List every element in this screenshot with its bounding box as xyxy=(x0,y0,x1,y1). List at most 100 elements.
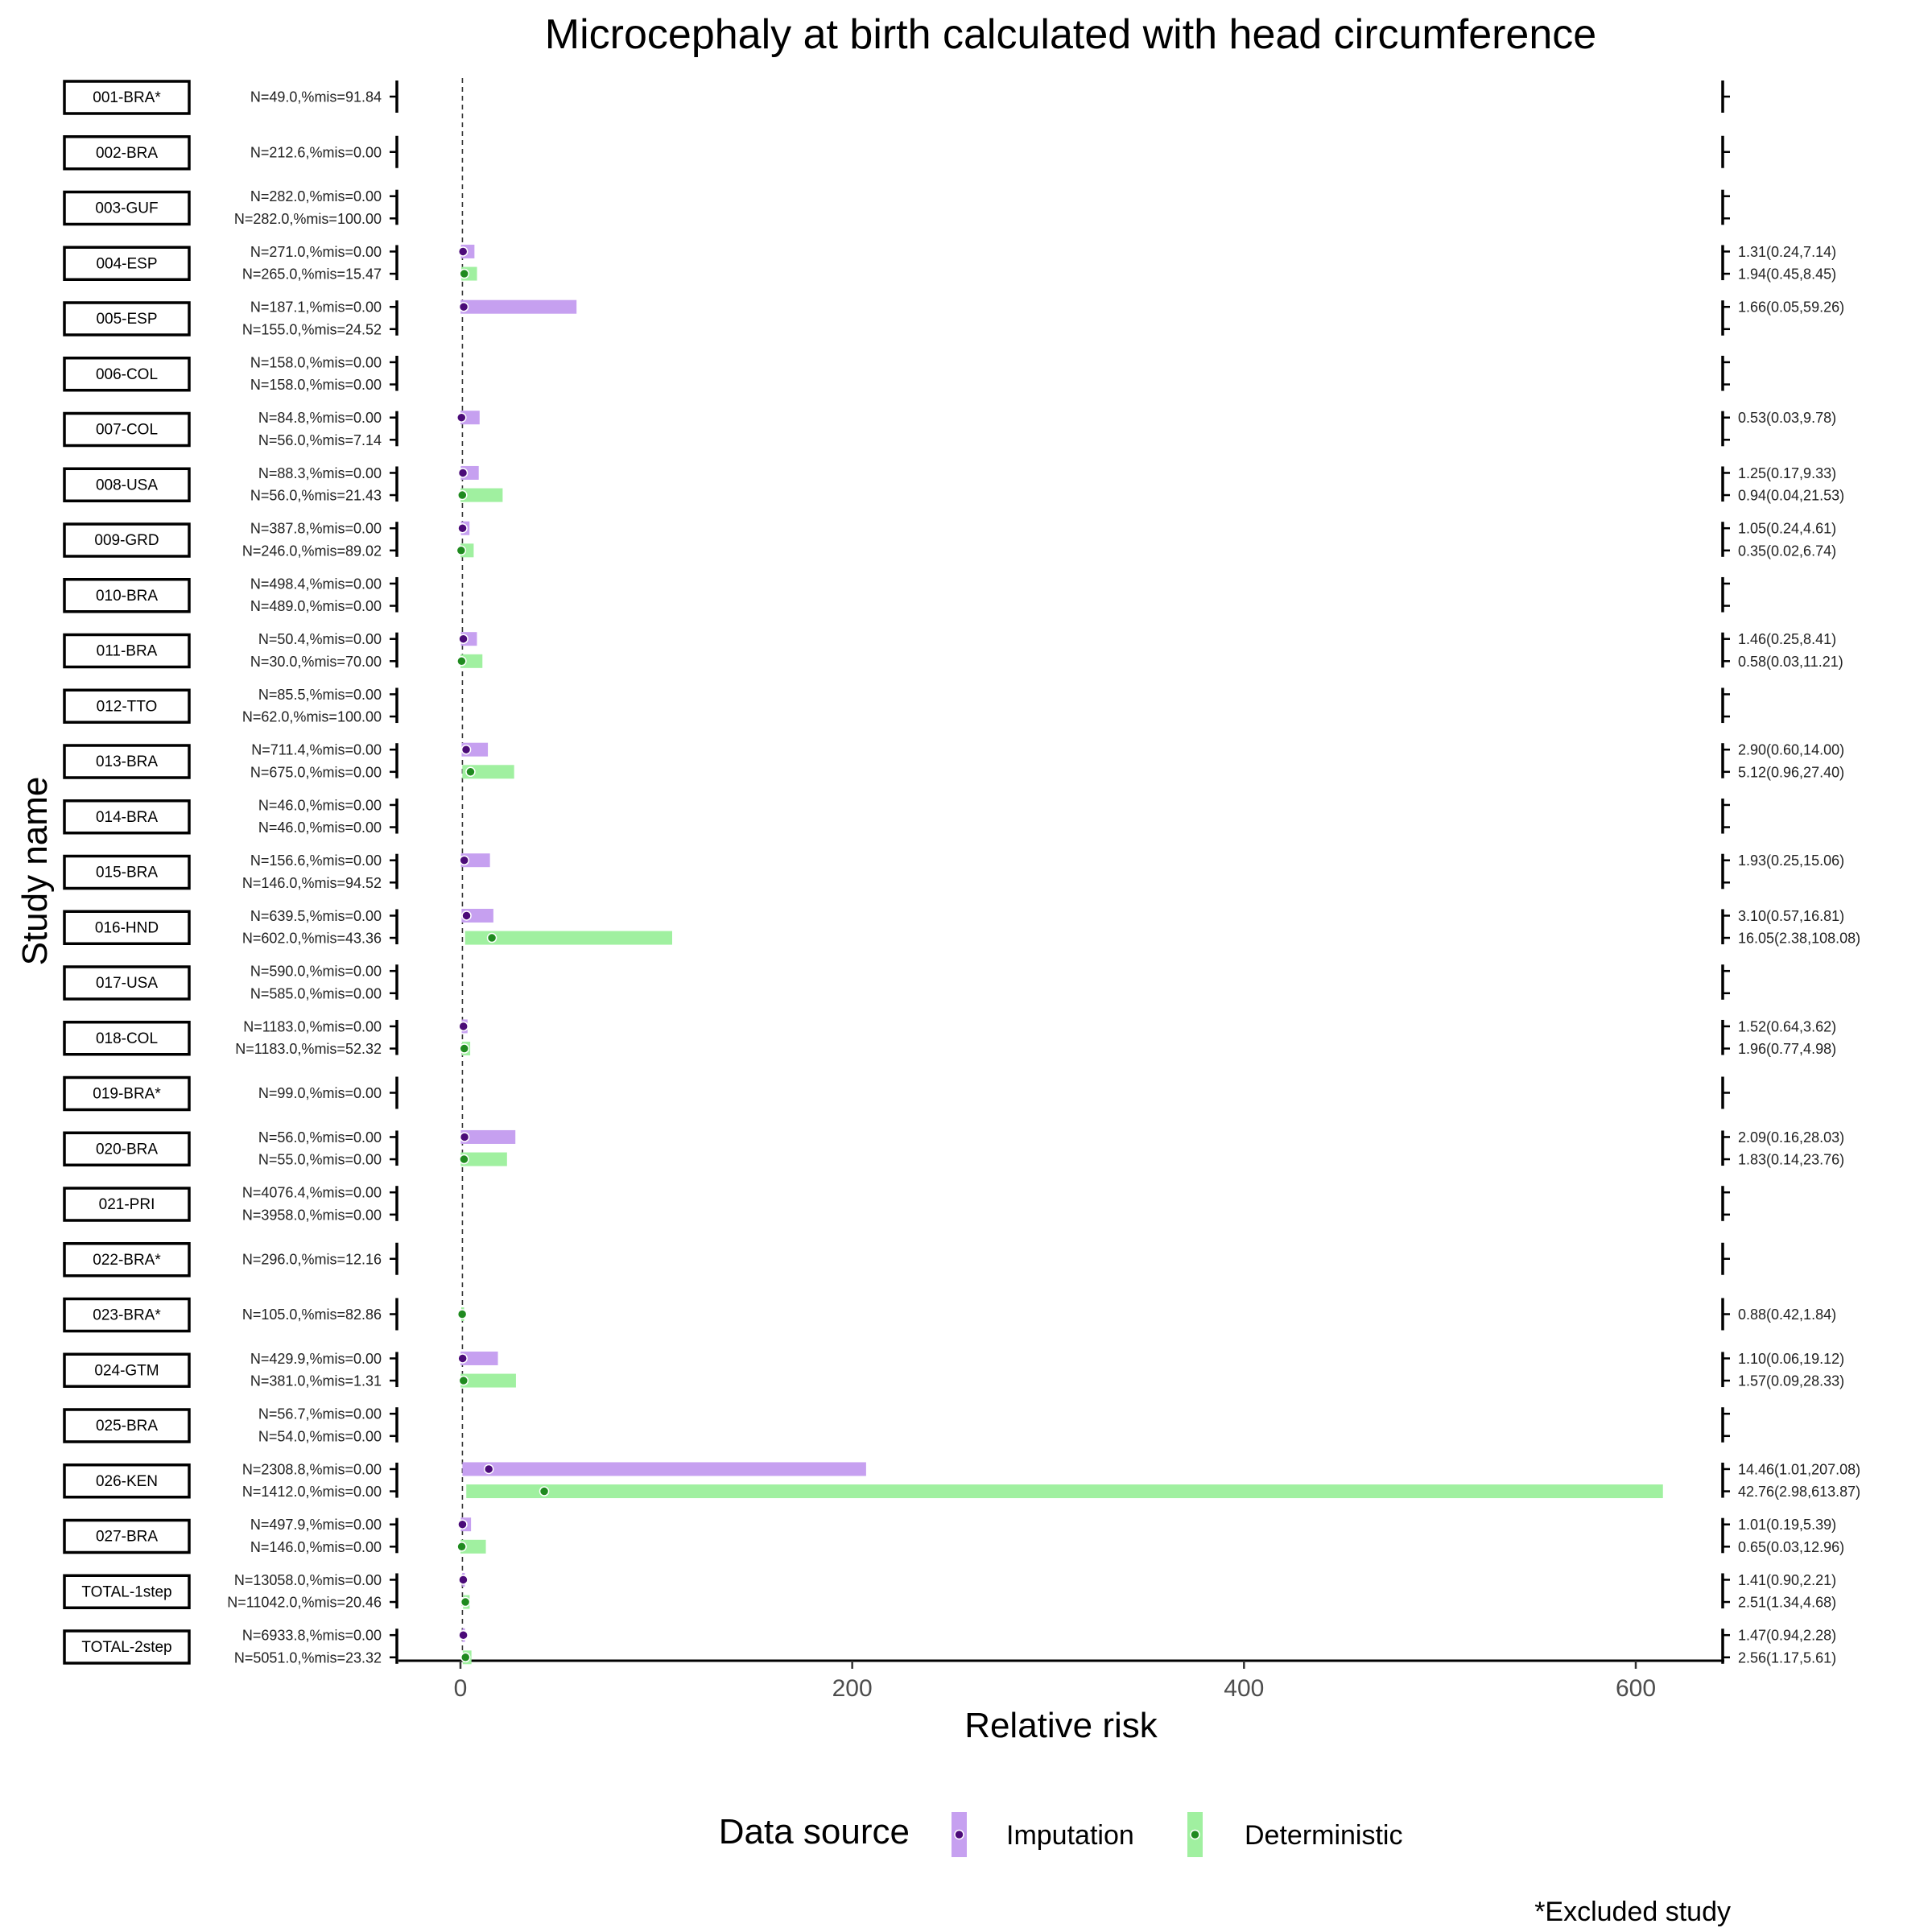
n-label: N=6933.8,%mis=0.00 xyxy=(242,1628,382,1644)
n-label: N=49.0,%mis=91.84 xyxy=(250,89,382,105)
study-label: TOTAL-2step xyxy=(81,1639,171,1656)
study-box xyxy=(63,1574,191,1609)
study-box xyxy=(63,578,191,613)
n-label: N=56.0,%mis=7.14 xyxy=(258,432,382,448)
study-box xyxy=(63,854,191,890)
point-estimate-deterministic xyxy=(486,932,497,943)
n-label: N=85.5,%mis=0.00 xyxy=(258,687,382,703)
point-estimate-imputation xyxy=(458,634,469,644)
n-label: N=155.0,%mis=24.52 xyxy=(242,321,382,337)
ci-bar-deterministic xyxy=(464,931,672,945)
study-label: 023-BRA* xyxy=(93,1307,161,1324)
point-estimate-deterministic xyxy=(460,1652,471,1663)
y-axis-title: Study name xyxy=(15,777,55,966)
ci-bar-imputation xyxy=(460,853,490,868)
study-box xyxy=(63,1242,191,1278)
ci-bar-deterministic xyxy=(460,488,503,502)
study-box xyxy=(63,190,191,226)
n-label: N=381.0,%mis=1.31 xyxy=(250,1373,382,1389)
ci-label: 2.90(0.60,14.00) xyxy=(1738,742,1844,758)
ci-bar-deterministic xyxy=(460,654,483,668)
study-box xyxy=(63,80,191,115)
n-label: N=4076.4,%mis=0.00 xyxy=(242,1185,382,1201)
study-box xyxy=(63,1075,191,1112)
study-box xyxy=(63,522,191,558)
n-label: N=246.0,%mis=89.02 xyxy=(242,543,382,559)
point-estimate-deterministic xyxy=(459,268,469,279)
n-label: N=158.0,%mis=0.00 xyxy=(250,377,382,393)
point-estimate-imputation xyxy=(460,744,472,755)
n-label: N=1412.0,%mis=0.00 xyxy=(242,1484,382,1500)
n-label: N=30.0,%mis=70.00 xyxy=(250,654,382,670)
ci-label: 0.94(0.04,21.53) xyxy=(1738,488,1844,504)
point-estimate-imputation xyxy=(458,1629,469,1641)
point-estimate-imputation xyxy=(483,1463,494,1475)
study-label: 015-BRA xyxy=(96,865,158,881)
legend: Data source Imputation Deterministic xyxy=(719,1812,1402,1857)
ci-label: 0.65(0.03,12.96) xyxy=(1738,1539,1844,1555)
n-label: N=282.0,%mis=0.00 xyxy=(250,188,382,204)
n-label: N=54.0,%mis=0.00 xyxy=(258,1428,382,1444)
x-axis-title: Relative risk xyxy=(964,1706,1158,1745)
study-box xyxy=(63,1408,191,1443)
n-label: N=590.0,%mis=0.00 xyxy=(250,964,382,980)
study-box xyxy=(63,965,191,1001)
ci-bar-deterministic xyxy=(466,1484,1663,1499)
ci-label: 5.12(0.96,27.40) xyxy=(1738,764,1844,780)
study-box xyxy=(63,1021,191,1056)
n-label: N=296.0,%mis=12.16 xyxy=(242,1251,382,1267)
study-label: 003-GUF xyxy=(95,200,158,217)
n-label: N=158.0,%mis=0.00 xyxy=(250,354,382,370)
study-box xyxy=(63,411,191,448)
n-label: N=429.9,%mis=0.00 xyxy=(250,1351,382,1367)
ci-label: 14.46(1.01,207.08) xyxy=(1738,1461,1860,1477)
ci-bar-deterministic xyxy=(462,765,514,779)
study-box xyxy=(63,910,191,945)
study-box xyxy=(63,467,191,502)
study-label: 004-ESP xyxy=(96,255,157,272)
n-label: N=13058.0,%mis=0.00 xyxy=(234,1572,382,1588)
study-label: 007-COL xyxy=(96,422,158,439)
n-label: N=156.6,%mis=0.00 xyxy=(250,852,382,869)
n-label: N=585.0,%mis=0.00 xyxy=(250,985,382,1001)
study-label: 006-COL xyxy=(96,366,158,383)
study-box xyxy=(63,744,191,779)
n-label: N=88.3,%mis=0.00 xyxy=(258,465,382,481)
ci-label: 1.05(0.24,4.61) xyxy=(1738,521,1836,537)
point-estimate-deterministic xyxy=(460,1596,471,1608)
study-label: 021-PRI xyxy=(99,1196,155,1213)
n-label: N=187.1,%mis=0.00 xyxy=(250,299,382,316)
n-label: N=1183.0,%mis=0.00 xyxy=(243,1018,382,1034)
ci-label: 1.31(0.24,7.14) xyxy=(1738,244,1836,260)
study-label: 005-ESP xyxy=(96,311,157,328)
ci-label: 16.05(2.38,108.08) xyxy=(1738,931,1860,947)
ci-bar-deterministic xyxy=(460,1373,516,1388)
study-label: 018-COL xyxy=(96,1030,158,1047)
study-label: 013-BRA xyxy=(96,753,158,770)
ci-label: 42.76(2.98,613.87) xyxy=(1738,1484,1860,1500)
n-label: N=639.5,%mis=0.00 xyxy=(250,908,382,924)
point-estimate-imputation xyxy=(457,468,469,478)
legend-label-imputation: Imputation xyxy=(1006,1820,1134,1851)
ci-bar-imputation xyxy=(462,1462,866,1476)
study-box xyxy=(63,1518,191,1554)
study-box xyxy=(63,135,191,171)
study-box xyxy=(63,1352,191,1388)
n-label: N=56.7,%mis=0.00 xyxy=(258,1406,382,1422)
study-label: 012-TTO xyxy=(97,698,158,715)
n-label: N=62.0,%mis=100.00 xyxy=(242,709,382,725)
study-box xyxy=(63,1131,191,1166)
n-label: N=55.0,%mis=0.00 xyxy=(258,1152,382,1168)
study-box xyxy=(63,357,191,392)
ci-label: 2.56(1.17,5.61) xyxy=(1738,1649,1836,1666)
study-label: 024-GTM xyxy=(94,1362,159,1379)
point-estimate-deterministic xyxy=(459,1043,470,1054)
ci-label: 1.93(0.25,15.06) xyxy=(1738,852,1844,869)
n-label: N=271.0,%mis=0.00 xyxy=(250,244,382,260)
study-label: 014-BRA xyxy=(96,809,158,826)
n-label: N=56.0,%mis=0.00 xyxy=(258,1129,382,1146)
point-estimate-imputation xyxy=(461,910,472,921)
n-label: N=489.0,%mis=0.00 xyxy=(250,598,382,614)
ci-label: 1.83(0.14,23.76) xyxy=(1738,1152,1844,1168)
ci-label: 2.51(1.34,4.68) xyxy=(1738,1595,1836,1611)
